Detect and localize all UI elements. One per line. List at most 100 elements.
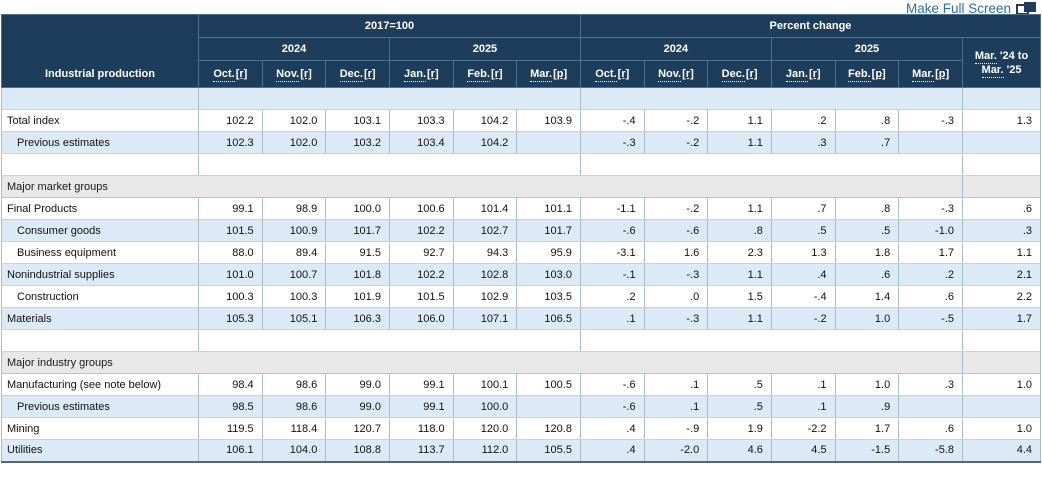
data-cell: .5	[707, 395, 772, 418]
month-term-link[interactable]: Jan.	[785, 68, 808, 82]
footnote-link[interactable]: [r]	[363, 68, 376, 80]
table-row: Manufacturing (see note below) 98.4 98.6 99…	[1, 373, 1041, 396]
month-term-link[interactable]: Mar.	[530, 68, 553, 82]
make-full-screen-link[interactable]: Make Full Screen	[906, 0, 1036, 14]
data-cell: -.6	[579, 395, 645, 418]
data-cell: .1	[579, 307, 645, 330]
data-cell: -.4	[579, 109, 645, 132]
month-term-link[interactable]: Feb.	[848, 68, 871, 82]
month-term-link[interactable]: Dec.	[721, 68, 745, 82]
data-cell: .4	[770, 263, 836, 286]
data-cell: 101.9	[325, 285, 390, 308]
make-full-screen-label: Make Full Screen	[905, 1, 1011, 14]
month-term-link[interactable]: Nov.	[658, 68, 682, 82]
spacer-cell	[579, 329, 964, 352]
data-cell: 103.0	[516, 263, 581, 286]
month-term-link[interactable]: Mar.	[912, 68, 935, 82]
footnote-link[interactable]: [r]	[490, 68, 503, 80]
header-mar24-to-mar25: Mar. '24 to Mar. '25	[962, 37, 1041, 88]
data-cell: -.2	[643, 197, 709, 220]
month-term-link[interactable]: Feb.	[467, 68, 490, 82]
yoy-cell: 1.1	[962, 241, 1041, 264]
data-cell: 103.2	[325, 131, 390, 154]
footnote-link[interactable]: [r]	[682, 68, 694, 80]
data-cell: 101.1	[516, 197, 581, 220]
data-cell: -.3	[643, 307, 709, 330]
data-cell: 4.5	[770, 439, 836, 462]
data-cell: 106.1	[198, 439, 263, 462]
data-cell: 102.0	[261, 131, 327, 154]
data-cell: -.2	[770, 307, 836, 330]
data-cell: .8	[707, 219, 772, 242]
data-cell: 106.3	[325, 307, 390, 330]
data-cell: 113.7	[388, 439, 454, 462]
data-cell	[516, 395, 581, 418]
footnote-link[interactable]: [r]	[235, 68, 248, 80]
data-cell: 100.3	[261, 285, 327, 308]
data-cell: 120.0	[452, 417, 518, 440]
month-header-pct-mar: Mar.[p]	[898, 60, 963, 88]
data-cell: 100.7	[261, 263, 327, 286]
month-term-link[interactable]: Dec.	[339, 68, 363, 82]
row-label: Consumer goods	[1, 219, 199, 242]
data-cell: 105.1	[261, 307, 327, 330]
footnote-link[interactable]: [r]	[745, 68, 758, 80]
month-term-link[interactable]: Nov.	[276, 68, 300, 82]
yoy-cell	[962, 131, 1041, 154]
footnote-link[interactable]: [p]	[935, 68, 950, 80]
data-cell: 1.7	[834, 417, 900, 440]
data-cell: 103.4	[388, 131, 454, 154]
spacer-row	[1, 329, 1041, 352]
data-cell: 107.1	[452, 307, 518, 330]
data-cell: .2	[770, 109, 836, 132]
footnote-link[interactable]: [r]	[300, 68, 312, 80]
yoy-cell: 1.7	[962, 307, 1041, 330]
data-cell: 100.9	[261, 219, 327, 242]
yoy-cell: 1.0	[962, 373, 1041, 396]
month-term-link[interactable]: Oct.	[595, 68, 617, 82]
data-cell: .7	[834, 131, 900, 154]
mar-term-link[interactable]: Mar.	[974, 49, 997, 64]
data-cell: 102.0	[261, 109, 327, 132]
data-cell: 102.3	[198, 131, 263, 154]
data-cell: 1.1	[707, 263, 772, 286]
yoy-cell	[962, 395, 1041, 418]
data-cell: -5.8	[898, 439, 963, 462]
data-cell: 120.8	[516, 417, 581, 440]
data-cell: 100.1	[452, 373, 518, 396]
data-cell: .3	[770, 131, 836, 154]
data-cell: 1.1	[707, 307, 772, 330]
topbar: Make Full Screen	[0, 0, 1042, 14]
footnote-link[interactable]: [r]	[617, 68, 630, 80]
month-header-index-jan: Jan.[r]	[388, 60, 454, 88]
data-cell: 94.3	[452, 241, 518, 264]
fullscreen-icon-front-window	[1024, 2, 1036, 12]
span-header-line1: Mar. '24 to	[966, 49, 1037, 64]
data-cell: .1	[770, 395, 836, 418]
data-cell: 1.0	[834, 307, 900, 330]
yoy-cell: 2.2	[962, 285, 1041, 308]
data-cell: -2.2	[770, 417, 836, 440]
footnote-link[interactable]: [p]	[871, 68, 886, 80]
footnote-link[interactable]: [r]	[808, 68, 821, 80]
data-cell: 101.4	[452, 197, 518, 220]
footnote-link[interactable]: [p]	[553, 68, 568, 80]
month-term-link[interactable]: Oct.	[213, 68, 235, 82]
data-cell: -.3	[898, 109, 963, 132]
yoy-cell: .3	[962, 219, 1041, 242]
data-cell: 99.1	[198, 197, 263, 220]
data-cell: 1.3	[770, 241, 836, 264]
data-cell: 102.7	[452, 219, 518, 242]
month-term-link[interactable]: Jan.	[403, 68, 426, 82]
table-row: Mining 119.5 118.4 120.7 118.0 120.0 120.8.4 -.…	[1, 417, 1041, 440]
data-cell: .0	[643, 285, 709, 308]
mar-term-link[interactable]: Mar.	[981, 63, 1004, 78]
data-cell: 1.4	[834, 285, 900, 308]
span-header-rest2: '25	[1003, 63, 1022, 76]
data-cell: 103.3	[388, 109, 454, 132]
footnote-link[interactable]: [r]	[427, 68, 439, 80]
data-cell: 103.9	[516, 109, 581, 132]
data-cell: .8	[834, 197, 900, 220]
data-cell: 1.0	[834, 373, 900, 396]
data-cell: -.6	[643, 219, 709, 242]
